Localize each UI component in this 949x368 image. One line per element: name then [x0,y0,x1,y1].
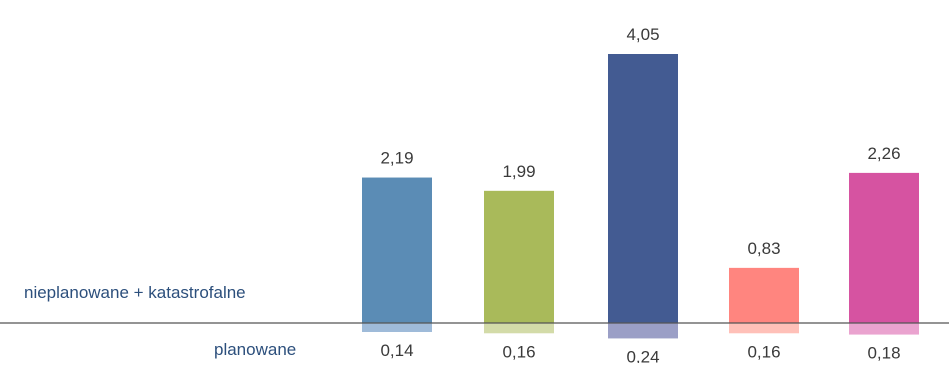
series-label-unplanned: nieplanowane + katastrofalne [24,283,246,302]
bar-unplanned-0 [362,177,432,323]
bar-planned-4 [849,323,919,335]
bar-planned-2 [608,323,678,339]
bar-planned-3 [729,323,799,334]
value-label-unplanned-2: 4,05 [626,25,659,44]
bar-planned-1 [484,323,554,334]
series-label-planned: planowane [214,340,297,359]
bar-unplanned-3 [729,267,799,323]
value-label-planned-3: 0,16 [747,342,780,361]
bar-planned-0 [362,323,432,332]
value-label-unplanned-4: 2,26 [867,144,900,163]
bar-unplanned-1 [484,190,554,323]
bar-unplanned-2 [608,54,678,323]
value-label-unplanned-3: 0,83 [747,239,780,258]
value-label-planned-1: 0,16 [502,342,535,361]
value-label-planned-0: 0,14 [380,341,413,360]
value-label-unplanned-1: 1,99 [502,162,535,181]
value-label-planned-2: 0,24 [626,347,659,363]
value-label-planned-4: 0,18 [867,344,900,363]
bar-unplanned-4 [849,172,919,323]
value-label-unplanned-0: 2,19 [380,149,413,168]
